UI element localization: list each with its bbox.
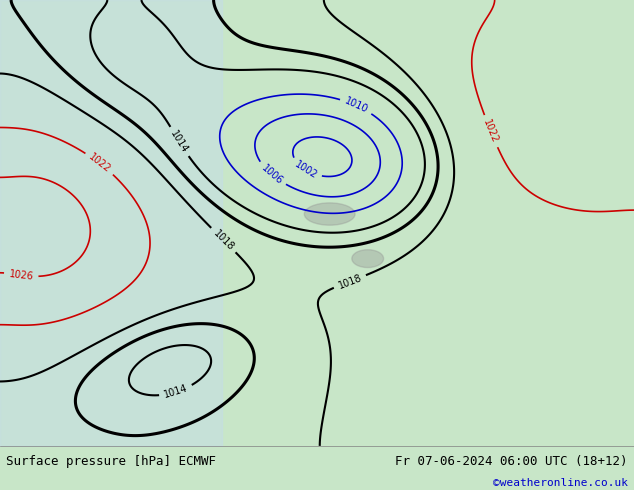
Ellipse shape: [352, 250, 384, 268]
Text: 1018: 1018: [211, 228, 236, 252]
Text: 1014: 1014: [163, 384, 189, 400]
Text: 1022: 1022: [87, 152, 112, 175]
Text: 1006: 1006: [259, 163, 284, 186]
Text: ©weatheronline.co.uk: ©weatheronline.co.uk: [493, 478, 628, 489]
Text: Fr 07-06-2024 06:00 UTC (18+12): Fr 07-06-2024 06:00 UTC (18+12): [395, 455, 628, 468]
Text: 1002: 1002: [293, 159, 319, 181]
Ellipse shape: [304, 203, 355, 225]
Text: 1010: 1010: [343, 96, 370, 115]
Text: 1014: 1014: [169, 128, 190, 155]
Text: Surface pressure [hPa] ECMWF: Surface pressure [hPa] ECMWF: [6, 455, 216, 468]
Text: 1022: 1022: [481, 118, 500, 145]
Text: 1026: 1026: [8, 269, 34, 282]
Text: 1018: 1018: [337, 272, 363, 291]
